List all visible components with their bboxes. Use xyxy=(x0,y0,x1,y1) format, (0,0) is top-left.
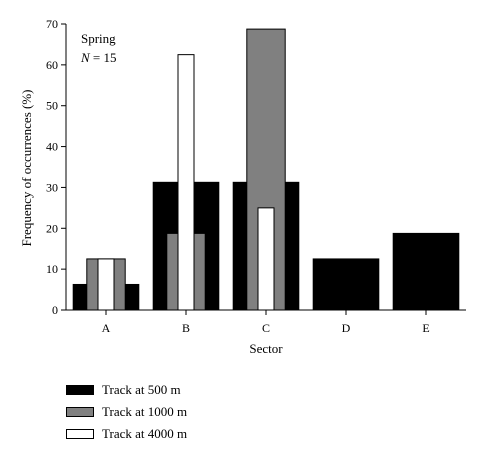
sample-size-annotation: N = 15 xyxy=(80,50,117,65)
x-tick-label: E xyxy=(422,321,429,335)
legend-swatch-1000m xyxy=(66,407,94,417)
y-tick-label: 10 xyxy=(46,262,58,276)
bar-d-series-0 xyxy=(312,258,380,311)
legend-label-4000m: Track at 4000 m xyxy=(102,426,188,441)
season-annotation: Spring xyxy=(81,31,116,46)
x-ticks: A B C D E xyxy=(102,310,430,335)
legend-item-1000m: Track at 1000 m xyxy=(66,402,187,422)
sample-size-value: = 15 xyxy=(90,50,117,65)
legend-item-4000m: Track at 4000 m xyxy=(66,424,187,444)
bar-e-series-0 xyxy=(392,232,460,311)
x-tick-label: B xyxy=(182,321,190,335)
x-tick-label: C xyxy=(262,321,270,335)
y-tick-label: 30 xyxy=(46,180,58,194)
y-tick-label: 0 xyxy=(52,303,58,317)
legend-item-500m: Track at 500 m xyxy=(66,380,187,400)
x-tick-label: D xyxy=(342,321,351,335)
sample-size-symbol: N xyxy=(80,50,91,65)
legend-label-1000m: Track at 1000 m xyxy=(102,404,188,419)
x-axis-label: Sector xyxy=(249,341,283,356)
legend-swatch-500m xyxy=(66,385,94,395)
y-tick-label: 60 xyxy=(46,58,58,72)
chart-canvas: 0 10 20 30 40 50 60 70 A B C D E Sector Frequency o… xyxy=(19,17,466,356)
bar-b-series-2 xyxy=(177,54,195,311)
y-ticks: 0 10 20 30 40 50 60 70 xyxy=(46,17,66,317)
x-tick-label: A xyxy=(102,321,111,335)
y-axis-label: Frequency of occurrences (%) xyxy=(19,89,34,246)
legend-swatch-4000m xyxy=(66,429,94,439)
y-tick-label: 20 xyxy=(46,221,58,235)
y-tick-label: 40 xyxy=(46,140,58,154)
y-tick-label: 70 xyxy=(46,17,58,31)
legend: Track at 500 m Track at 1000 m Track at … xyxy=(66,380,187,446)
y-tick-label: 50 xyxy=(46,99,58,113)
bars-group xyxy=(72,28,460,311)
bar-c-series-2 xyxy=(257,207,275,311)
legend-label-500m: Track at 500 m xyxy=(102,382,181,397)
bar-a-series-2 xyxy=(97,258,115,311)
